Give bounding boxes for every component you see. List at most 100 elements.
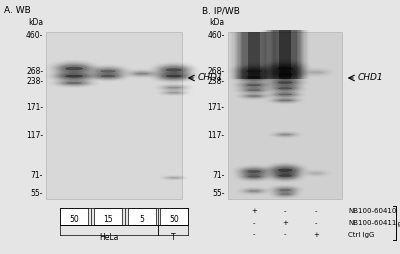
Ellipse shape bbox=[62, 81, 86, 85]
Bar bbox=[262, 30, 308, 79]
Ellipse shape bbox=[238, 167, 270, 176]
Bar bbox=[128, 208, 156, 225]
Ellipse shape bbox=[279, 134, 291, 135]
Ellipse shape bbox=[274, 80, 296, 85]
Ellipse shape bbox=[247, 95, 261, 97]
Bar bbox=[261, 30, 309, 79]
Ellipse shape bbox=[132, 72, 152, 76]
Ellipse shape bbox=[277, 67, 294, 71]
Ellipse shape bbox=[273, 86, 298, 91]
Ellipse shape bbox=[168, 177, 180, 178]
Ellipse shape bbox=[271, 64, 300, 73]
Ellipse shape bbox=[275, 86, 296, 91]
Ellipse shape bbox=[269, 84, 302, 92]
Ellipse shape bbox=[242, 88, 266, 92]
Ellipse shape bbox=[272, 166, 298, 174]
Ellipse shape bbox=[242, 174, 266, 179]
Ellipse shape bbox=[275, 173, 295, 179]
Bar bbox=[264, 30, 307, 79]
Ellipse shape bbox=[244, 169, 264, 174]
Text: 117-: 117- bbox=[26, 131, 43, 140]
Ellipse shape bbox=[61, 65, 87, 72]
Ellipse shape bbox=[247, 89, 261, 91]
Bar bbox=[238, 32, 270, 79]
Text: CHD1: CHD1 bbox=[198, 73, 224, 83]
Ellipse shape bbox=[276, 192, 295, 197]
Ellipse shape bbox=[270, 171, 301, 181]
Ellipse shape bbox=[92, 67, 124, 75]
Bar bbox=[268, 30, 302, 79]
Ellipse shape bbox=[269, 63, 302, 74]
Ellipse shape bbox=[61, 73, 87, 79]
Ellipse shape bbox=[244, 94, 264, 98]
Ellipse shape bbox=[162, 73, 186, 79]
Ellipse shape bbox=[237, 81, 271, 89]
Text: 71-: 71- bbox=[212, 171, 225, 180]
Text: HeLa: HeLa bbox=[99, 233, 118, 242]
Text: Ctrl IgG: Ctrl IgG bbox=[348, 232, 374, 238]
Ellipse shape bbox=[58, 80, 90, 86]
Ellipse shape bbox=[267, 69, 303, 81]
Bar bbox=[231, 32, 277, 79]
Bar bbox=[273, 30, 297, 79]
Ellipse shape bbox=[236, 65, 272, 77]
Ellipse shape bbox=[275, 92, 295, 97]
Text: 55-: 55- bbox=[212, 188, 225, 198]
Ellipse shape bbox=[95, 73, 121, 79]
Bar bbox=[234, 32, 274, 79]
Ellipse shape bbox=[268, 78, 302, 87]
Text: +: + bbox=[282, 220, 288, 226]
Ellipse shape bbox=[246, 69, 262, 73]
Ellipse shape bbox=[278, 174, 292, 177]
Text: 238-: 238- bbox=[208, 77, 225, 86]
Bar bbox=[94, 208, 122, 225]
Text: -: - bbox=[315, 208, 317, 214]
Text: A. WB: A. WB bbox=[4, 6, 31, 15]
Bar bbox=[260, 30, 310, 79]
Bar bbox=[267, 30, 303, 79]
Text: kDa: kDa bbox=[210, 18, 225, 27]
Ellipse shape bbox=[269, 70, 301, 80]
Ellipse shape bbox=[274, 187, 296, 193]
Bar bbox=[230, 32, 278, 79]
Ellipse shape bbox=[94, 68, 122, 75]
Bar bbox=[248, 32, 260, 79]
Bar bbox=[279, 30, 291, 79]
Bar bbox=[242, 32, 266, 79]
Ellipse shape bbox=[310, 172, 322, 174]
Ellipse shape bbox=[97, 74, 119, 78]
Bar bbox=[270, 30, 301, 79]
Ellipse shape bbox=[243, 83, 265, 87]
Ellipse shape bbox=[240, 167, 268, 176]
Bar bbox=[266, 30, 304, 79]
Ellipse shape bbox=[277, 193, 293, 196]
Ellipse shape bbox=[266, 62, 304, 75]
Text: 50: 50 bbox=[169, 215, 179, 224]
Text: CHD1: CHD1 bbox=[358, 73, 384, 83]
Ellipse shape bbox=[164, 86, 184, 89]
Ellipse shape bbox=[247, 170, 261, 173]
Ellipse shape bbox=[100, 70, 116, 73]
Text: NB100-60411: NB100-60411 bbox=[348, 220, 396, 226]
Ellipse shape bbox=[93, 73, 123, 80]
Ellipse shape bbox=[309, 71, 323, 74]
Ellipse shape bbox=[239, 82, 269, 89]
Text: 460-: 460- bbox=[26, 31, 43, 40]
Ellipse shape bbox=[65, 75, 83, 78]
Bar bbox=[160, 208, 188, 225]
Text: 238-: 238- bbox=[26, 77, 43, 86]
Ellipse shape bbox=[66, 82, 82, 84]
Ellipse shape bbox=[270, 78, 300, 87]
Text: +: + bbox=[251, 208, 257, 214]
Bar bbox=[265, 30, 306, 79]
Ellipse shape bbox=[91, 72, 125, 80]
Ellipse shape bbox=[241, 74, 267, 81]
Ellipse shape bbox=[278, 100, 292, 101]
Bar bbox=[271, 30, 300, 79]
Ellipse shape bbox=[244, 88, 264, 92]
Ellipse shape bbox=[236, 73, 272, 82]
Ellipse shape bbox=[246, 76, 262, 79]
Ellipse shape bbox=[56, 63, 92, 74]
Ellipse shape bbox=[238, 66, 270, 76]
Text: -: - bbox=[284, 232, 286, 238]
